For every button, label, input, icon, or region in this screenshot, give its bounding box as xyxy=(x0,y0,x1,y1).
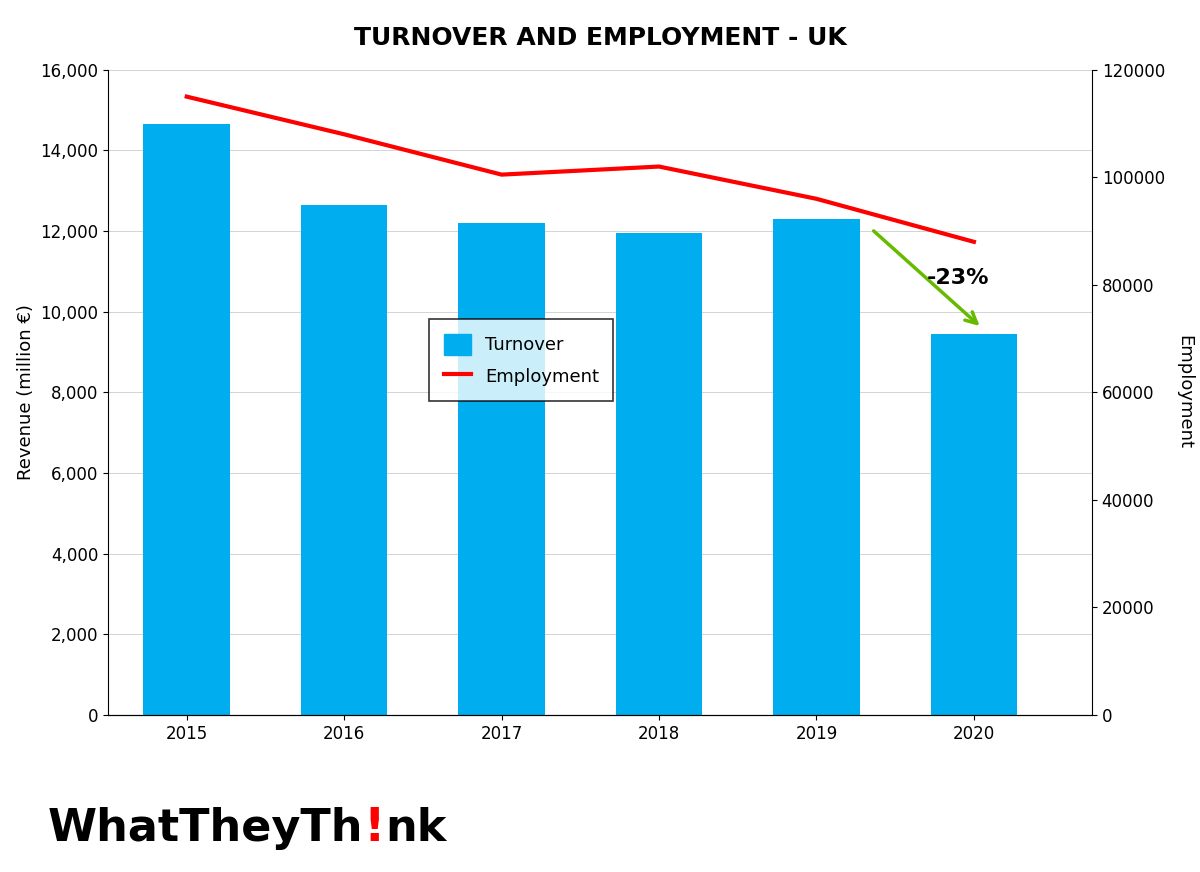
Y-axis label: Revenue (million €): Revenue (million €) xyxy=(17,304,35,480)
Legend: Turnover, Employment: Turnover, Employment xyxy=(430,319,613,401)
Text: nk: nk xyxy=(385,807,446,850)
Bar xyxy=(931,334,1018,715)
Bar xyxy=(616,233,702,715)
Text: -23%: -23% xyxy=(926,268,990,288)
Y-axis label: Employment: Employment xyxy=(1175,336,1193,449)
Bar xyxy=(301,205,388,715)
Title: TURNOVER AND EMPLOYMENT - UK: TURNOVER AND EMPLOYMENT - UK xyxy=(354,26,846,50)
Text: WhatTheyTh: WhatTheyTh xyxy=(48,807,364,850)
Text: !: ! xyxy=(364,806,385,851)
Bar xyxy=(773,219,859,715)
Bar xyxy=(144,124,230,715)
Bar xyxy=(458,223,545,715)
